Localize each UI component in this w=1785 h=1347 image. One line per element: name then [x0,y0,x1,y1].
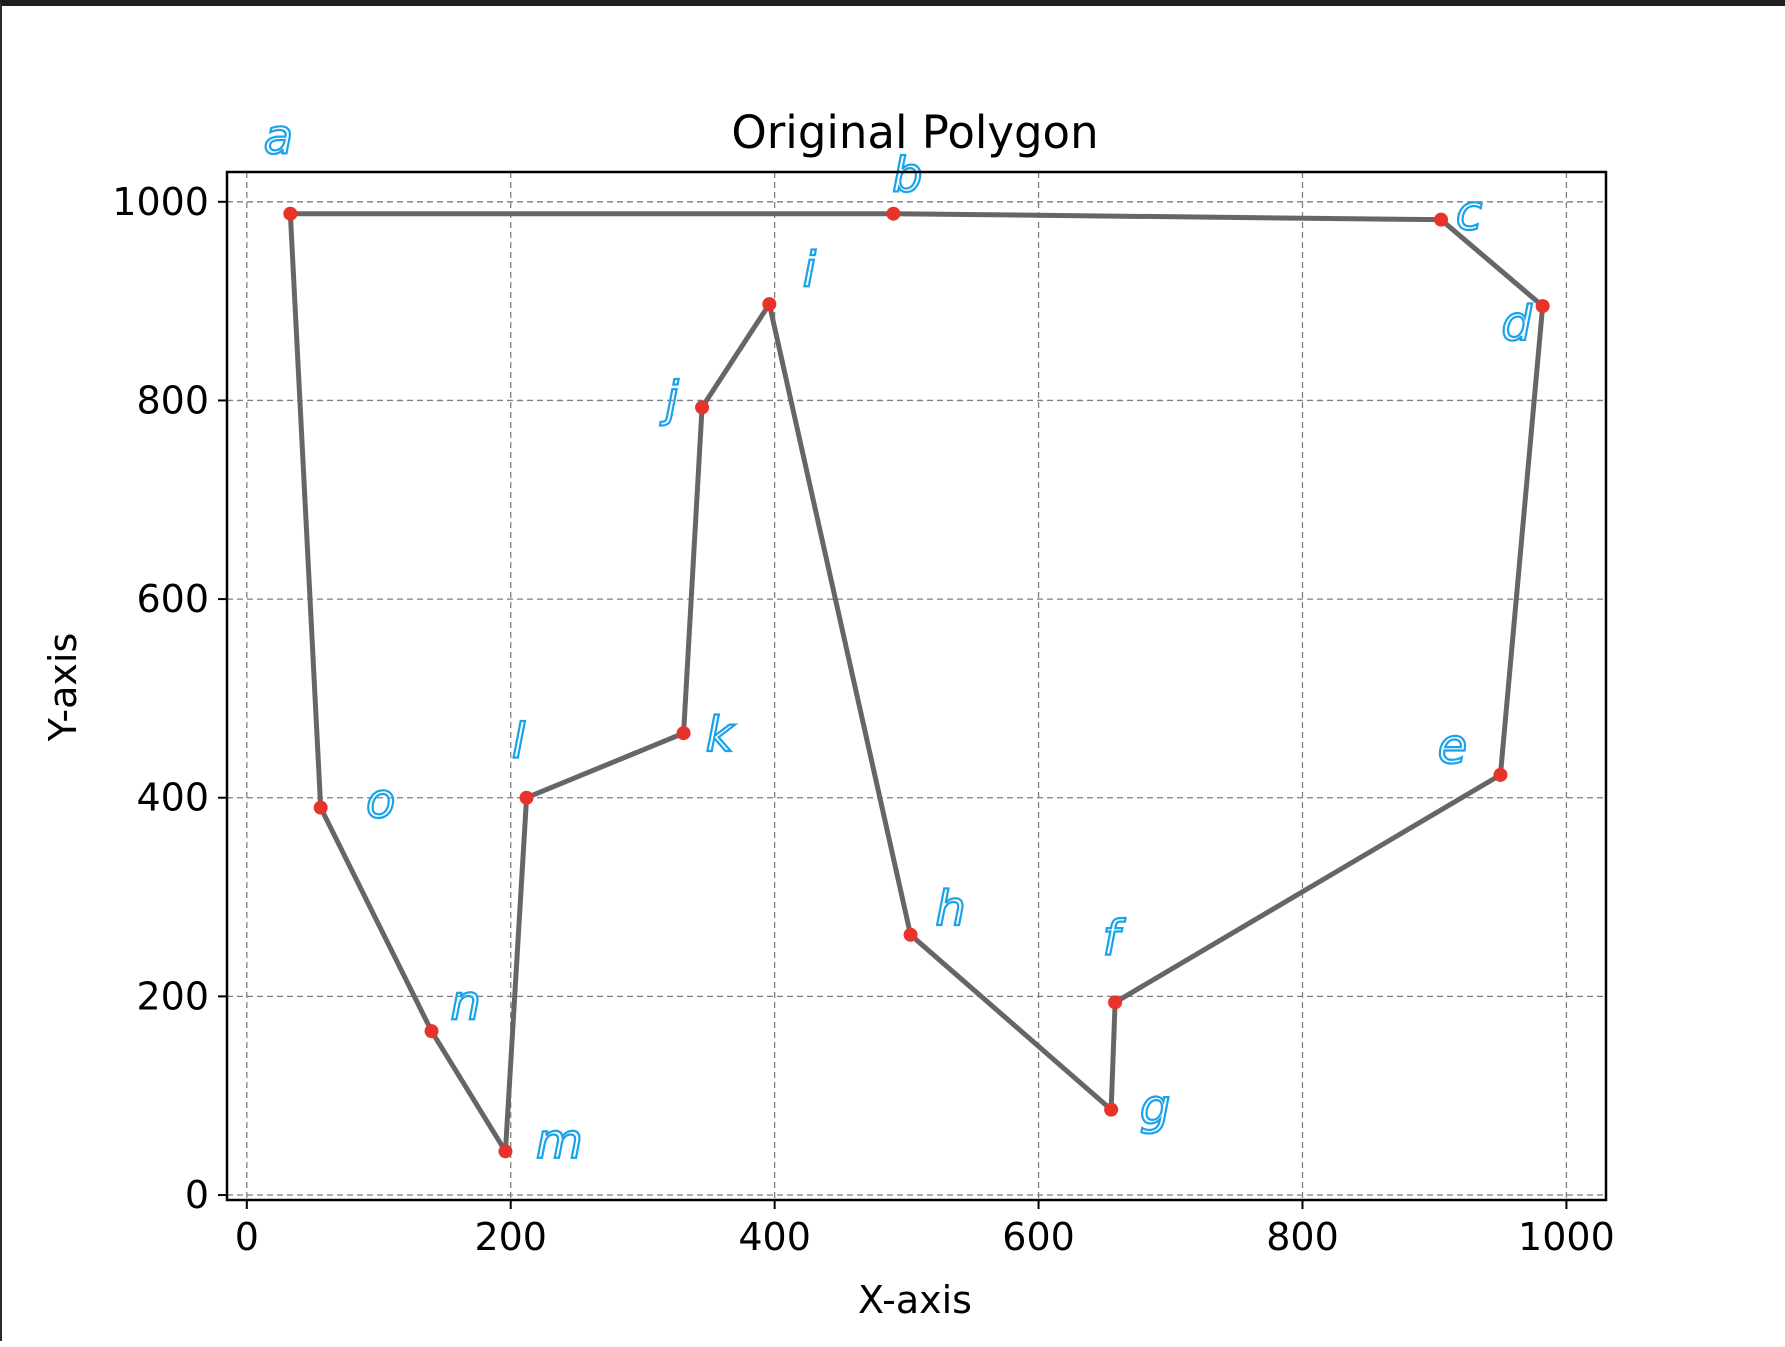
x-tick-label: 0 [235,1215,259,1259]
vertex-label-j: j [659,371,679,427]
vertex-label-a: a [264,110,293,166]
vertex-label-c: c [1456,186,1482,242]
vertex-point-l [519,790,534,805]
vertex-label-n: n [450,975,480,1031]
grid-lines [227,172,1606,1200]
x-axis-label: X-axis [858,1278,972,1322]
x-tick-label: 200 [474,1215,547,1259]
vertex-label-b: b [892,148,922,204]
vertex-label-e: e [1438,719,1468,775]
y-tick-label: 600 [136,577,209,621]
vertex-point-i [762,297,777,312]
y-tick-label: 400 [136,776,209,820]
x-tick-label: 1000 [1518,1215,1615,1259]
vertex-label-k: k [706,707,736,763]
vertex-point-o [313,800,328,815]
vertex-point-a [283,206,298,221]
vertex-label-h: h [935,881,965,937]
polygon-chart: a b cd e f g h i j k l m n o 0 200 400 600 800 1000 0 200 40… [41,106,1615,1322]
vertex-label-o: o [366,774,395,830]
y-tick-label: 1000 [112,180,209,224]
vertex-point-m [498,1144,513,1159]
vertex-point-b [886,206,901,221]
chart-title: Original Polygon [731,106,1098,159]
y-tick-label: 800 [136,378,209,422]
polygon-outline [287,211,1546,1154]
y-tick-label: 200 [136,974,209,1018]
vertex-label-l: l [512,714,526,770]
y-tick-label: 0 [185,1173,209,1217]
vertex-point-d [1535,299,1550,314]
y-axis-ticks: 0 200 400 600 800 1000 [112,180,227,1217]
vertex-label-m: m [536,1113,583,1169]
vertex-point-e [1493,767,1508,782]
vertex-point-n [424,1024,439,1039]
vertex-label-d: d [1501,296,1532,352]
vertex-point-g [1104,1102,1119,1117]
vertex-point-c [1434,212,1449,227]
plot-area-frame [225,170,1608,1202]
x-tick-label: 400 [738,1215,811,1259]
vertex-point-f [1108,995,1123,1010]
x-axis-ticks: 0 200 400 600 800 1000 [235,1200,1615,1259]
x-tick-label: 600 [1002,1215,1075,1259]
vertex-markers [283,206,1550,1159]
handwritten-labels: a b cd e f g h i j k l m n o [263,109,1534,1171]
vertex-label-f: f [1103,910,1126,966]
polygon-layer [287,211,1546,1154]
x-tick-label: 800 [1266,1215,1339,1259]
vertex-point-j [695,400,710,415]
y-axis-label: Y-axis [41,633,85,743]
vertex-label-i: i [803,242,817,298]
vertex-point-k [676,726,691,741]
vertex-point-h [903,927,918,942]
vertex-label-g: g [1140,1080,1170,1136]
